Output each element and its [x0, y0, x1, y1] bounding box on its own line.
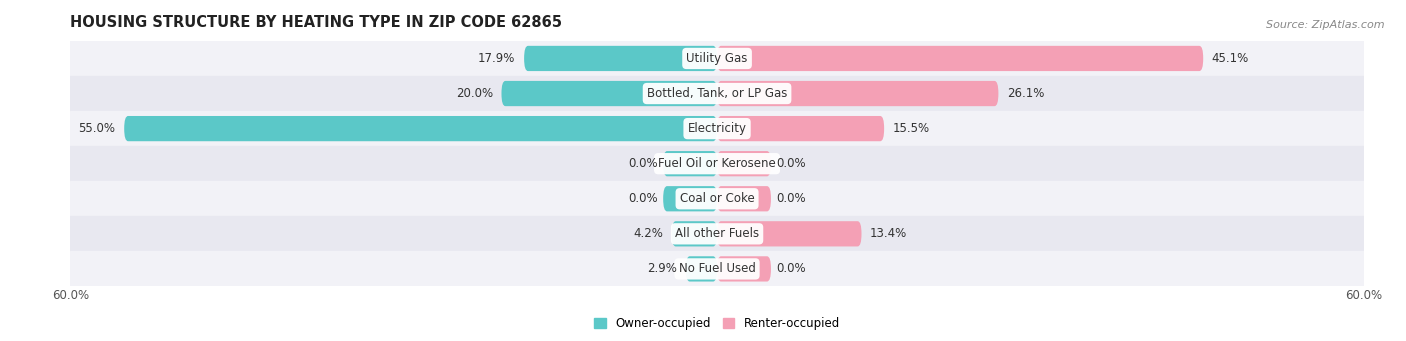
Text: 13.4%: 13.4%: [870, 227, 907, 240]
FancyBboxPatch shape: [717, 81, 998, 106]
FancyBboxPatch shape: [717, 221, 862, 247]
Text: 0.0%: 0.0%: [776, 192, 806, 205]
Text: HOUSING STRUCTURE BY HEATING TYPE IN ZIP CODE 62865: HOUSING STRUCTURE BY HEATING TYPE IN ZIP…: [70, 15, 562, 30]
FancyBboxPatch shape: [524, 46, 717, 71]
Text: Electricity: Electricity: [688, 122, 747, 135]
FancyBboxPatch shape: [672, 221, 717, 247]
Text: Source: ZipAtlas.com: Source: ZipAtlas.com: [1267, 20, 1385, 30]
Legend: Owner-occupied, Renter-occupied: Owner-occupied, Renter-occupied: [589, 312, 845, 335]
Text: Bottled, Tank, or LP Gas: Bottled, Tank, or LP Gas: [647, 87, 787, 100]
FancyBboxPatch shape: [124, 116, 717, 141]
Text: No Fuel Used: No Fuel Used: [679, 263, 755, 276]
FancyBboxPatch shape: [664, 151, 717, 176]
Text: 17.9%: 17.9%: [478, 52, 516, 65]
Text: 15.5%: 15.5%: [893, 122, 929, 135]
Text: 20.0%: 20.0%: [456, 87, 494, 100]
Text: Coal or Coke: Coal or Coke: [679, 192, 755, 205]
Text: 2.9%: 2.9%: [647, 263, 678, 276]
FancyBboxPatch shape: [686, 256, 717, 282]
Bar: [70, 41, 1364, 76]
Text: 0.0%: 0.0%: [776, 157, 806, 170]
FancyBboxPatch shape: [502, 81, 717, 106]
Text: 4.2%: 4.2%: [633, 227, 664, 240]
FancyBboxPatch shape: [717, 116, 884, 141]
Bar: [70, 76, 1364, 111]
Text: 0.0%: 0.0%: [776, 263, 806, 276]
Text: Utility Gas: Utility Gas: [686, 52, 748, 65]
Text: 26.1%: 26.1%: [1007, 87, 1045, 100]
Bar: [70, 111, 1364, 146]
Bar: [70, 181, 1364, 216]
Bar: [70, 251, 1364, 286]
Text: 0.0%: 0.0%: [628, 192, 658, 205]
Bar: [70, 216, 1364, 251]
FancyBboxPatch shape: [717, 46, 1204, 71]
Text: 0.0%: 0.0%: [628, 157, 658, 170]
Text: Fuel Oil or Kerosene: Fuel Oil or Kerosene: [658, 157, 776, 170]
FancyBboxPatch shape: [717, 186, 770, 211]
Text: 55.0%: 55.0%: [79, 122, 115, 135]
FancyBboxPatch shape: [664, 186, 717, 211]
Bar: [70, 146, 1364, 181]
Text: 45.1%: 45.1%: [1212, 52, 1249, 65]
Text: All other Fuels: All other Fuels: [675, 227, 759, 240]
FancyBboxPatch shape: [717, 256, 770, 282]
FancyBboxPatch shape: [717, 151, 770, 176]
